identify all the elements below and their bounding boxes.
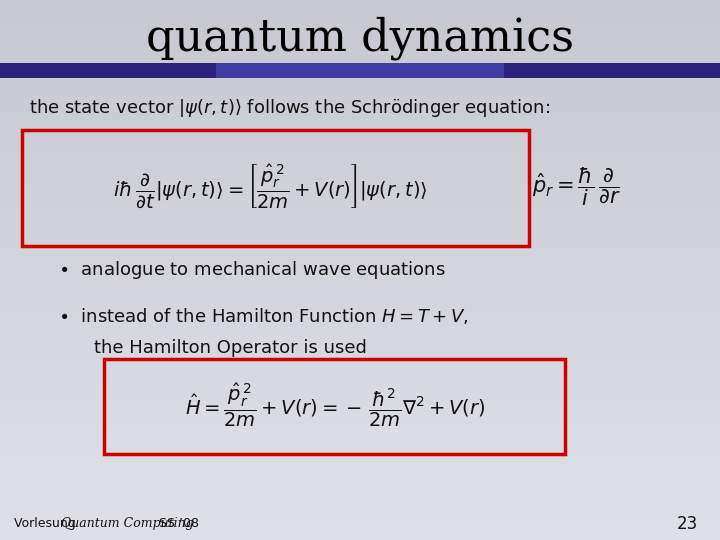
Text: $\bullet$  instead of the Hamilton Function $H = T + V,$: $\bullet$ instead of the Hamilton Functi… xyxy=(58,306,468,326)
Text: SS ’08: SS ’08 xyxy=(155,517,199,530)
Text: $i\hbar\,\dfrac{\partial}{\partial t}|\psi(r,t)\rangle = \left[\dfrac{\hat{p}_r^: $i\hbar\,\dfrac{\partial}{\partial t}|\p… xyxy=(113,163,427,210)
Text: the state vector $|\psi(r,t)\rangle$ follows the Schrödinger equation:: the state vector $|\psi(r,t)\rangle$ fol… xyxy=(29,97,550,119)
Text: $\hat{H} = \dfrac{\hat{p}_r^{\,2}}{2m}+V(r) = -\,\dfrac{\hbar^2}{2m}\nabla^2+V(r: $\hat{H} = \dfrac{\hat{p}_r^{\,2}}{2m}+V… xyxy=(184,381,485,429)
Text: $\bullet$  analogue to mechanical wave equations: $\bullet$ analogue to mechanical wave eq… xyxy=(58,259,445,281)
Text: 23: 23 xyxy=(677,515,698,533)
FancyBboxPatch shape xyxy=(216,63,504,78)
Text: quantum dynamics: quantum dynamics xyxy=(146,16,574,59)
Text: $\hat{p}_r = \dfrac{\hbar}{i}\,\dfrac{\partial}{\partial r}$: $\hat{p}_r = \dfrac{\hbar}{i}\,\dfrac{\p… xyxy=(531,165,621,207)
Text: Vorlesung: Vorlesung xyxy=(14,517,80,530)
Text: the Hamilton Operator is used: the Hamilton Operator is used xyxy=(94,339,366,357)
FancyBboxPatch shape xyxy=(0,63,720,78)
Text: Quantum Computing: Quantum Computing xyxy=(61,517,194,530)
